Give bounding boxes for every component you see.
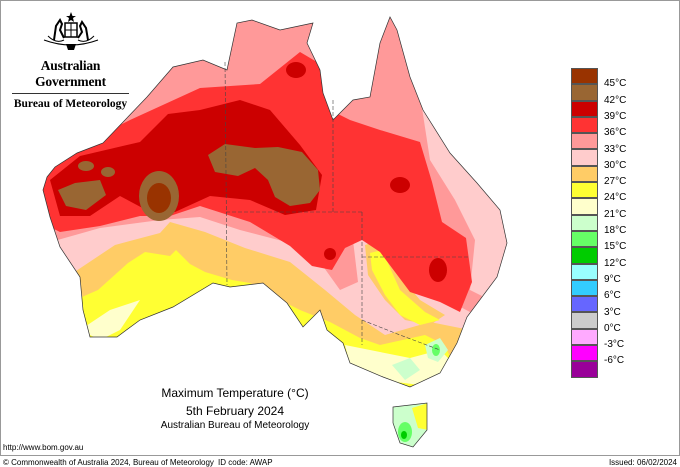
legend-label: 24°C: [604, 192, 627, 204]
legend-swatch: [571, 230, 598, 248]
legend-label: 21°C: [604, 208, 627, 220]
legend-swatch: [571, 361, 598, 378]
legend-swatch: [571, 68, 598, 85]
legend-label: 9°C: [604, 273, 621, 285]
legend-label: 12°C: [604, 257, 627, 269]
legend-label: -3°C: [604, 339, 625, 351]
legend-swatch: [571, 198, 598, 215]
legend-swatch: [571, 263, 598, 280]
legend-swatch: [571, 84, 598, 101]
legend-label: 45°C: [604, 78, 627, 90]
tas-zone-12-15: [401, 431, 407, 439]
tasmania-coastline: [392, 402, 428, 448]
org-name: Australian Government: [35, 58, 106, 89]
legend-swatch: [571, 182, 598, 199]
id-code: ID code: AWAP: [218, 458, 273, 467]
zone-39-42: [50, 100, 322, 216]
legend-label: 42°C: [604, 94, 627, 106]
legend-label: 27°C: [604, 176, 627, 188]
state-borders: [224, 61, 470, 351]
temperature-legend: 45°C 42°C 39°C 36°C 33°C 30°C 27°C 24°C 21°C 18°C…: [571, 68, 626, 378]
zone-15-18-alps: [432, 344, 440, 356]
map-title: Maximum Temperature (°C): [161, 386, 309, 400]
zone-39-42-qld: [390, 177, 410, 193]
zone-39-42-sa: [324, 248, 336, 260]
bom-logo: Australian Government Bureau of Meteorol…: [8, 10, 133, 110]
legend-swatch: [571, 345, 598, 362]
legend-swatch: [571, 279, 598, 297]
legend-label: 3°C: [604, 306, 621, 318]
logo-divider: [12, 93, 129, 94]
legend-swatch: [571, 100, 598, 117]
coat-of-arms-icon: [43, 12, 98, 50]
legend-swatch: [571, 165, 598, 183]
legend-label: 39°C: [604, 110, 627, 122]
legend-swatch: [571, 149, 598, 166]
bom-url-link[interactable]: http://www.bom.gov.au: [3, 443, 84, 452]
map-title-block: Maximum Temperature (°C) 5th February 20…: [130, 386, 340, 431]
zone-21-24-sw: [80, 300, 140, 340]
agency-name: Bureau of Meteorology: [13, 98, 128, 110]
zone-42-45-central: [208, 144, 320, 206]
legend-label: 18°C: [604, 225, 627, 236]
zone-24-27-inland: [370, 250, 440, 325]
tas-zone-24-27: [412, 403, 428, 430]
legend-swatch: [571, 133, 598, 150]
zone-42-45-pilbara-small2: [101, 167, 115, 177]
zone-39-42-nsw: [429, 258, 447, 282]
legend-label: 15°C: [604, 241, 627, 253]
legend-swatch: [571, 116, 598, 134]
zone-42-45-pilbara: [58, 180, 106, 210]
legend-swatch: [571, 296, 598, 313]
legend-label: 0°C: [604, 322, 621, 334]
map-source: Australian Bureau of Meteorology: [160, 420, 310, 431]
zone-39-42-topend: [286, 62, 306, 78]
legend-label: 33°C: [604, 143, 627, 155]
legend-swatch: [571, 247, 598, 264]
legend-swatch: [571, 328, 598, 346]
zone-42-45-pilbara-small: [78, 161, 94, 171]
legend-label: -6°C: [604, 355, 625, 367]
legend-label: 30°C: [604, 159, 627, 171]
legend-label: 6°C: [604, 290, 621, 302]
zone-45-plus: [147, 183, 171, 213]
issued-date: Issued: 06/02/2024: [608, 458, 677, 467]
zone-18-21-vic: [392, 358, 420, 380]
legend-swatch: [571, 312, 598, 329]
legend-label: 36°C: [604, 127, 627, 139]
legend-swatch: [571, 214, 598, 231]
copyright-text: © Commonwealth of Australia 2024, Bureau…: [3, 458, 214, 467]
map-date: 5th February 2024: [185, 404, 285, 418]
